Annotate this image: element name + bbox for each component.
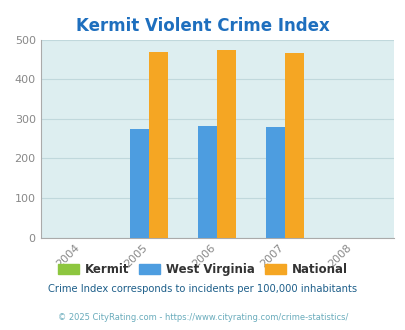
Text: Kermit Violent Crime Index: Kermit Violent Crime Index <box>76 17 329 35</box>
Text: Crime Index corresponds to incidents per 100,000 inhabitants: Crime Index corresponds to incidents per… <box>48 284 357 294</box>
Bar <box>130 129 149 238</box>
Text: © 2025 CityRating.com - https://www.cityrating.com/crime-statistics/: © 2025 CityRating.com - https://www.city… <box>58 313 347 322</box>
Bar <box>284 53 303 238</box>
Bar <box>149 52 168 238</box>
Bar <box>217 50 236 238</box>
Bar <box>198 126 217 238</box>
Legend: Kermit, West Virginia, National: Kermit, West Virginia, National <box>53 258 352 281</box>
Bar <box>265 127 284 238</box>
